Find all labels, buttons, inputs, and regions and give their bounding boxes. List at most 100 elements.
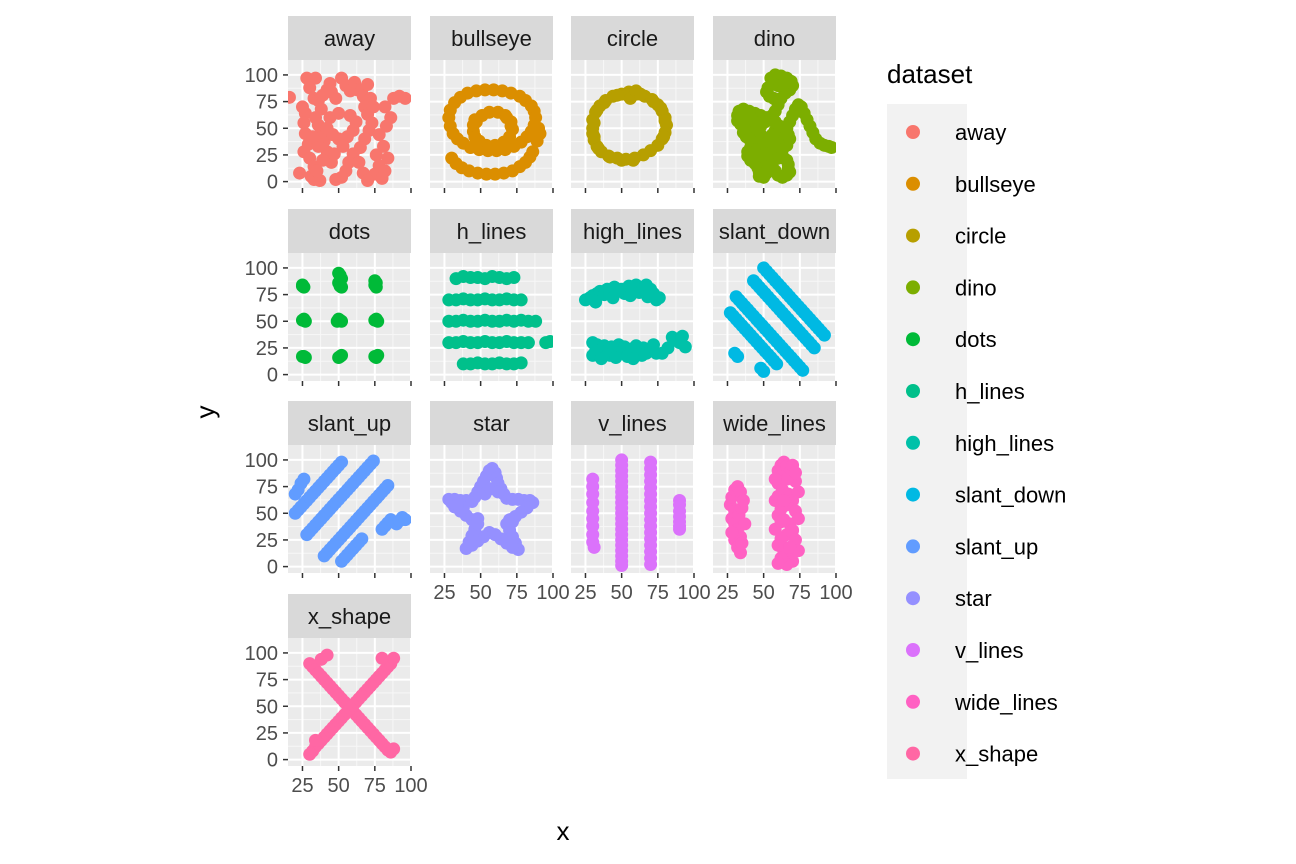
legend-item-wide_lines: wide_lines xyxy=(906,690,1058,715)
facet-points xyxy=(288,71,411,188)
data-point xyxy=(675,329,689,343)
y-tick-label: 100 xyxy=(245,258,278,280)
x-tick-label: 25 xyxy=(574,582,596,604)
data-point xyxy=(377,139,391,153)
data-point xyxy=(297,280,311,294)
legend-item-x_shape: x_shape xyxy=(906,742,1038,767)
facet-slant_down: slant_down xyxy=(713,209,837,386)
legend-label: bullseye xyxy=(955,172,1036,197)
data-point xyxy=(371,348,385,362)
y-tick-label: 100 xyxy=(245,643,278,665)
data-point xyxy=(521,336,535,350)
data-point xyxy=(594,352,608,366)
facet-strip xyxy=(430,209,553,253)
facet-x_shape: x_shape 0 25 50 75 100 25 50 75 100 xyxy=(245,594,428,797)
data-point xyxy=(514,293,528,307)
data-point xyxy=(609,351,623,365)
facet-strip-label: h_lines xyxy=(457,219,527,244)
data-point xyxy=(369,280,383,294)
facet-star: star 25 50 75 100 xyxy=(430,401,570,604)
data-point xyxy=(526,145,540,159)
legend-label: high_lines xyxy=(955,431,1054,456)
data-point xyxy=(330,314,344,328)
data-point xyxy=(335,348,349,362)
data-point xyxy=(610,88,624,102)
legend-key xyxy=(906,643,920,657)
facet-high_lines: high_lines xyxy=(571,209,695,386)
data-point xyxy=(757,364,771,378)
facet-strip-label: v_lines xyxy=(598,411,666,436)
data-point xyxy=(352,155,366,169)
x-tick-label: 75 xyxy=(364,775,386,797)
data-point xyxy=(777,493,791,507)
data-point xyxy=(329,91,343,105)
data-point xyxy=(738,517,752,531)
data-point xyxy=(791,512,805,526)
facet-points xyxy=(288,454,411,568)
facet-bullseye: bullseye xyxy=(430,16,554,193)
data-point xyxy=(293,166,307,180)
facet-strip xyxy=(571,209,694,253)
x-tick-label: 50 xyxy=(328,775,350,797)
data-point xyxy=(817,328,831,342)
legend-label: away xyxy=(955,120,1006,145)
data-point xyxy=(587,130,601,144)
data-point xyxy=(387,742,401,756)
facet-strip-label: dots xyxy=(329,219,371,244)
data-point xyxy=(471,512,485,526)
data-point xyxy=(327,147,341,161)
data-point xyxy=(381,479,395,493)
data-point xyxy=(623,289,637,303)
facet-points xyxy=(303,648,401,761)
x-tick-label: 100 xyxy=(536,582,569,604)
data-point xyxy=(771,556,785,570)
legend-item-h_lines: h_lines xyxy=(906,379,1025,404)
x-tick-label: 50 xyxy=(470,582,492,604)
data-point xyxy=(504,119,518,133)
data-point xyxy=(335,280,349,294)
data-point xyxy=(503,517,517,531)
y-tick-label: 50 xyxy=(256,696,278,718)
data-point xyxy=(655,346,669,360)
y-tick-label: 100 xyxy=(245,450,278,472)
y-tick-label: 75 xyxy=(256,670,278,692)
data-point xyxy=(626,153,640,167)
data-point xyxy=(626,352,640,366)
data-point xyxy=(615,559,629,573)
data-point xyxy=(314,652,328,666)
data-point xyxy=(369,148,383,162)
y-tick-label: 0 xyxy=(267,365,278,387)
data-point xyxy=(591,142,605,156)
facet-dots: dots 0 25 50 75 100 xyxy=(245,209,412,387)
data-point xyxy=(590,103,604,117)
legend-key xyxy=(906,332,920,347)
data-point xyxy=(308,71,322,85)
data-point xyxy=(381,151,395,165)
facet-h_lines: h_lines xyxy=(430,209,554,386)
data-point xyxy=(783,540,797,554)
facet-points xyxy=(578,278,692,366)
data-point xyxy=(807,341,821,355)
y-tick-label: 0 xyxy=(267,172,278,194)
x-axis-title: x xyxy=(557,816,570,846)
facet-points xyxy=(295,266,385,365)
data-point xyxy=(316,153,330,167)
data-point xyxy=(308,733,322,747)
data-point xyxy=(796,363,810,377)
data-point xyxy=(320,83,334,97)
legend-key xyxy=(906,384,920,398)
data-point xyxy=(529,314,543,328)
data-point xyxy=(733,546,747,560)
legend-label: dino xyxy=(955,275,997,300)
facet-points xyxy=(723,455,805,571)
data-point xyxy=(297,116,311,130)
data-point xyxy=(742,132,756,146)
y-tick-label: 75 xyxy=(256,92,278,114)
data-point xyxy=(336,139,350,153)
legend-item-circle: circle xyxy=(906,224,1006,249)
data-point xyxy=(468,130,482,144)
data-point xyxy=(736,493,750,507)
data-point xyxy=(735,536,749,550)
legend-label: star xyxy=(955,586,992,611)
